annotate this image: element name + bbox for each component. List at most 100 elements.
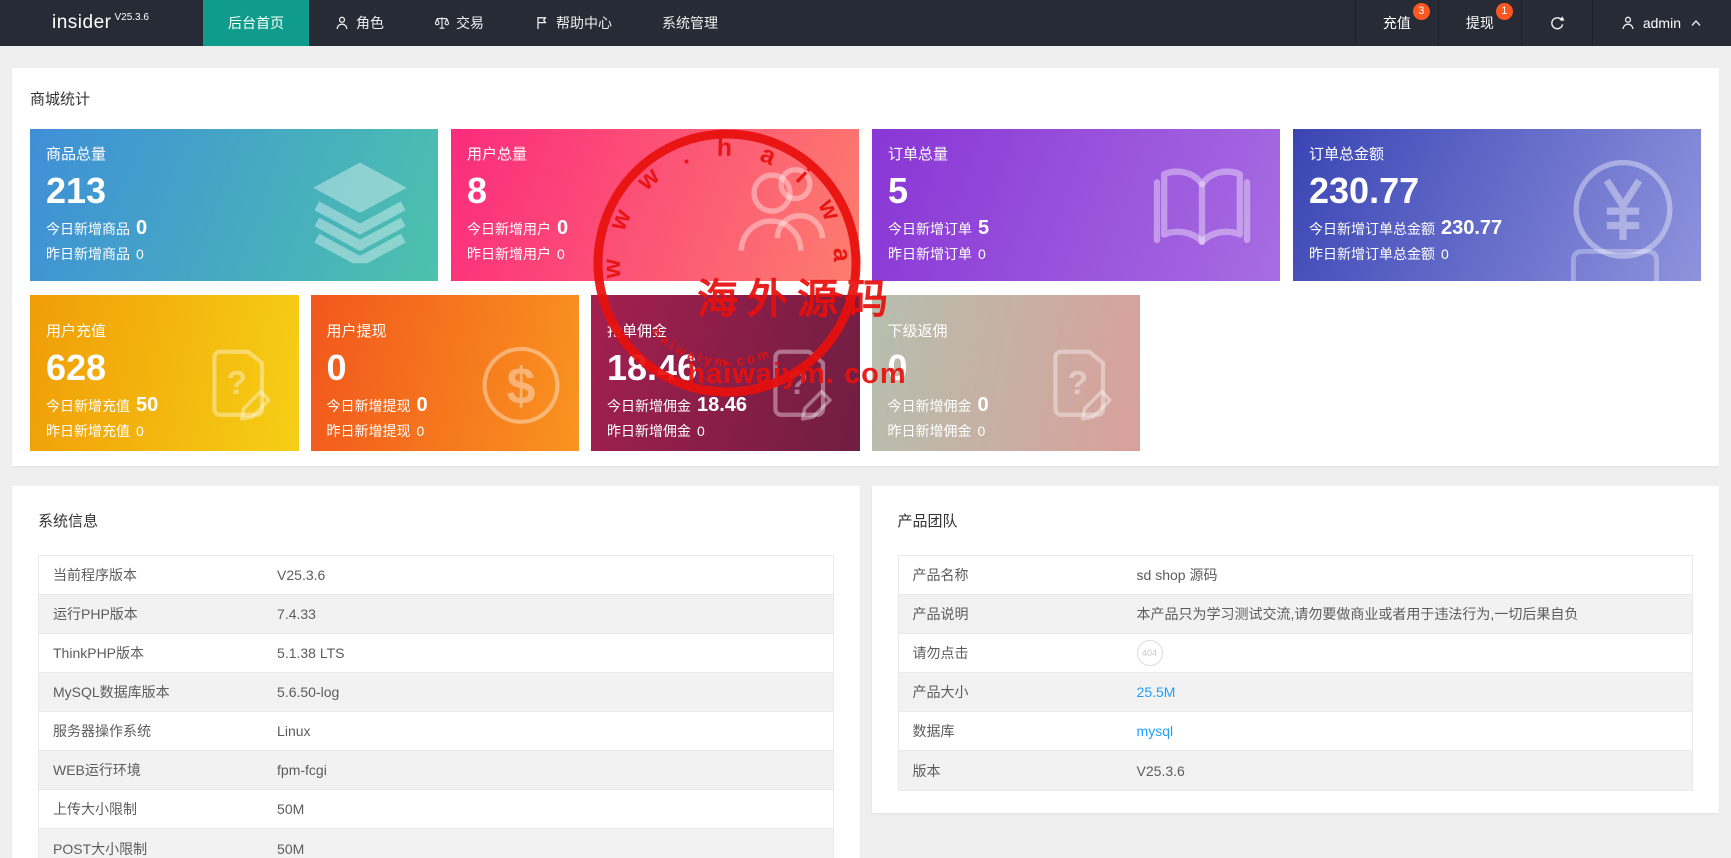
row-value: 50M (277, 801, 832, 817)
stat-card-value: 5 (888, 170, 909, 211)
scales-icon (434, 15, 450, 31)
stat-card: 用户提现 0 今日新增提现 0 昨日新增提现 0 (310, 295, 579, 451)
stat-card-yesterday-label: 昨日新增商品 (46, 246, 130, 262)
table-row: 版本 V25.3.6 (898, 751, 1692, 790)
stat-card-today-label: 今日新增订单总金额 (1309, 221, 1435, 237)
stat-card-today-value: 0 (416, 394, 428, 416)
refresh-button[interactable] (1520, 0, 1592, 46)
brand-name: insider (52, 12, 112, 33)
stats-panel-title: 商城统计 (30, 91, 91, 108)
book-icon (1148, 155, 1256, 263)
row-label: WEB运行环境 (53, 762, 141, 778)
row-label: 版本 (912, 762, 941, 779)
table-row: 服务器操作系统 Linux (39, 712, 833, 751)
brand-logo[interactable]: insider V25.3.6 (0, 0, 203, 46)
row-label: ThinkPHP版本 (53, 645, 145, 661)
row-label: 产品说明 (912, 606, 969, 622)
person-icon (1620, 15, 1636, 31)
table-row: ThinkPHP版本 5.1.38 LTS (39, 634, 833, 673)
row-value-text: sd shop 源码 (1136, 567, 1218, 583)
stat-card-today-value: 0 (557, 217, 569, 239)
badge-404[interactable]: 404 (1136, 640, 1163, 666)
row-value: V25.3.6 (1137, 763, 1692, 779)
row-value-link[interactable]: 25.5M (1136, 684, 1176, 700)
row-value: V25.3.6 (277, 567, 832, 583)
stat-card-today-line: 今日新增充值 50 (46, 394, 283, 417)
main-content: 商城统计 商品总量 213 今日新增商品 0 昨日新增商品 0 用户总量 8 今日新增用户 0 昨日… (0, 46, 1731, 858)
layers-icon (306, 155, 414, 263)
row-label: 产品名称 (912, 567, 969, 583)
table-row: 数据库 mysql (898, 712, 1692, 751)
stat-card-title: 抢单佣金 (607, 323, 668, 340)
stat-card-today-label: 今日新增商品 (46, 221, 130, 237)
stat-card-yesterday-value: 0 (136, 246, 144, 262)
row-label: 服务器操作系统 (53, 723, 151, 739)
flag-icon (534, 15, 550, 31)
row-value: 7.4.33 (277, 606, 832, 622)
row-label: 请勿点击 (912, 645, 969, 661)
stat-card-today-label: 今日新增提现 (326, 398, 411, 414)
row-value: sd shop 源码 (1137, 565, 1692, 585)
stat-card-title: 订单总金额 (1309, 146, 1385, 163)
nav-item-5[interactable]: 系统管理 (637, 0, 743, 46)
stat-card-yesterday-line: 昨日新增充值 0 (46, 421, 283, 441)
stat-card-yesterday-label: 昨日新增提现 (326, 423, 411, 439)
user-name: admin (1642, 15, 1681, 31)
stat-card: 订单总金额 230.77 今日新增订单总金额 230.77 昨日新增订单总金额 0 (1293, 129, 1701, 281)
doc-question-icon (199, 344, 283, 428)
stat-card-today-value: 230.77 (1441, 217, 1503, 239)
stat-card-today-value: 0 (136, 217, 148, 239)
stat-cards-row2: 用户充值 628 今日新增充值 50 昨日新增充值 0 用户提现 0 今日新增提现 0 昨日新增提现… (30, 295, 1701, 451)
stat-card-yesterday-line: 昨日新增商品 0 (46, 244, 422, 264)
row-value-link[interactable]: mysql (1136, 723, 1174, 739)
stat-card: 抢单佣金 18.46 今日新增佣金 18.46 昨日新增佣金 0 (591, 295, 860, 451)
nav-item-label: 角色 (356, 15, 384, 31)
nav-item-label: 帮助中心 (556, 15, 612, 31)
stat-card-value: 8 (467, 170, 488, 211)
dollar-circle-icon (479, 344, 563, 428)
stat-card-today-line: 今日新增用户 0 (467, 217, 843, 240)
stat-card-yesterday-label: 昨日新增用户 (467, 246, 551, 262)
bottom-panels: 系统信息 当前程序版本 V25.3.6 运行PHP版本 7.4.33 ThinkPHP版… (12, 486, 1719, 858)
table-row: 当前程序版本 V25.3.6 (39, 556, 833, 595)
stat-card-yesterday-label: 昨日新增订单 (888, 246, 972, 262)
stat-card-value: 230.77 (1309, 170, 1420, 211)
system-info-panel: 系统信息 当前程序版本 V25.3.6 运行PHP版本 7.4.33 ThinkPHP版… (12, 486, 860, 858)
row-value-text: Linux (277, 723, 311, 739)
person-icon (334, 15, 350, 31)
stat-card-value: 0 (326, 347, 347, 388)
row-label: 产品大小 (912, 684, 969, 700)
nav-item-4[interactable]: 帮助中心 (509, 0, 637, 46)
stat-card-yesterday-value: 0 (136, 423, 144, 439)
row-label: POST大小限制 (53, 840, 148, 857)
shortcut-item-1[interactable]: 充值 3 (1354, 0, 1438, 46)
nav-item-3[interactable]: 交易 (409, 0, 509, 46)
row-value: 5.6.50-log (277, 684, 832, 700)
row-value-text: 7.4.33 (277, 606, 316, 622)
row-value: 404 (1136, 640, 1692, 666)
stat-card: 用户充值 628 今日新增充值 50 昨日新增充值 0 (30, 295, 299, 451)
stat-card: 商品总量 213 今日新增商品 0 昨日新增商品 0 (30, 129, 438, 281)
nav-item-label: 后台首页 (228, 15, 284, 31)
chevron-up-icon (1688, 15, 1704, 31)
row-label: 数据库 (912, 723, 955, 739)
notification-badge: 1 (1495, 3, 1513, 20)
nav-item-label: 系统管理 (662, 15, 718, 31)
stat-card-yesterday-label: 昨日新增佣金 (887, 423, 972, 439)
stat-card-title: 用户总量 (467, 146, 528, 163)
row-value-text: 本产品只为学习测试交流,请勿要做商业或者用于违法行为,一切后果自负 (1136, 606, 1579, 622)
brand-version: V25.3.6 (114, 11, 149, 23)
stat-card-yesterday-label: 昨日新增订单总金额 (1309, 246, 1435, 262)
table-row: 产品名称 sd shop 源码 (898, 556, 1692, 595)
product-team-table: 产品名称 sd shop 源码产品说明 本产品只为学习测试交流,请勿要做商业或者用于… (897, 555, 1693, 791)
stat-card-today-line: 今日新增提现 0 (327, 394, 564, 417)
nav-item-2[interactable]: 角色 (309, 0, 409, 46)
stat-card-today-value: 50 (136, 394, 159, 416)
table-row: POST大小限制 50M (39, 829, 833, 858)
user-menu[interactable]: admin (1591, 0, 1731, 46)
system-info-table: 当前程序版本 V25.3.6 运行PHP版本 7.4.33 ThinkPHP版本 5.1.… (38, 555, 834, 858)
shortcut-item-2[interactable]: 提现 1 (1437, 0, 1521, 46)
stat-card-today-value: 5 (978, 217, 990, 239)
nav-item-1[interactable]: 后台首页 (203, 0, 309, 46)
stat-card-yesterday-line: 昨日新增佣金 0 (888, 421, 1125, 441)
